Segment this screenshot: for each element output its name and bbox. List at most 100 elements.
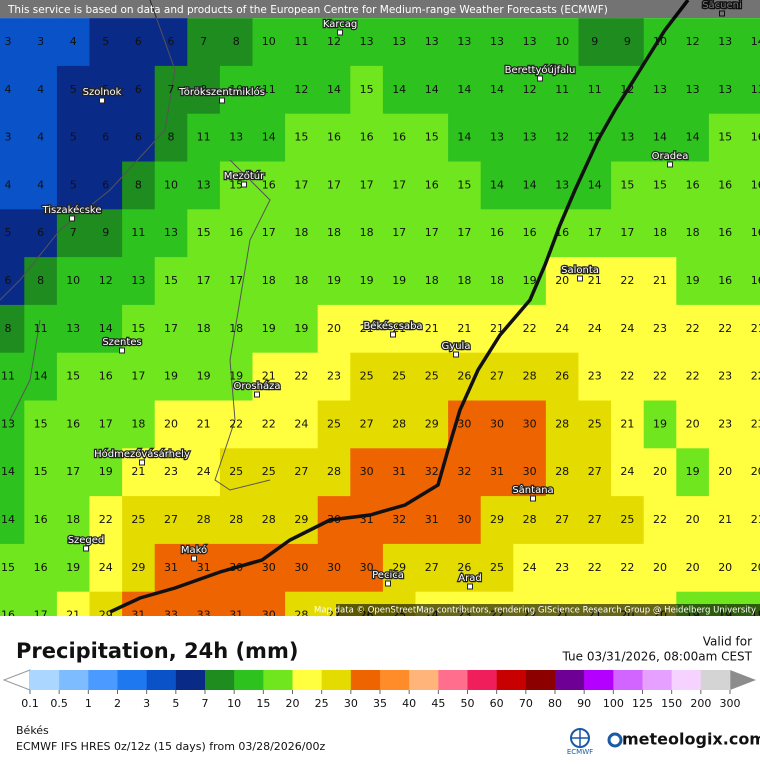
grid-value: 13 <box>229 131 243 144</box>
grid-value: 10 <box>66 274 80 287</box>
grid-value: 16 <box>523 226 537 239</box>
legend-label: 30 <box>344 697 358 710</box>
grid-value: 8 <box>135 178 142 191</box>
city-marker <box>454 352 459 357</box>
grid-value: 7 <box>200 35 207 48</box>
grid-value: 17 <box>457 226 471 239</box>
city-label: Szeged <box>68 535 105 546</box>
grid-value: 18 <box>197 322 211 335</box>
grid-value: 28 <box>392 417 406 430</box>
grid-value: 13 <box>457 35 471 48</box>
grid-value: 14 <box>262 131 276 144</box>
grid-value: 16 <box>718 226 732 239</box>
grid-value: 14 <box>588 178 602 191</box>
grid-value: 17 <box>66 465 80 478</box>
grid-value: 21 <box>66 609 80 622</box>
grid-value: 24 <box>197 465 211 478</box>
grid-value: 26 <box>457 561 471 574</box>
grid-value: 14 <box>457 83 471 96</box>
grid-value: 16 <box>718 274 732 287</box>
grid-value: 21 <box>620 417 634 430</box>
grid-value: 29 <box>425 417 439 430</box>
grid-value: 25 <box>392 370 406 383</box>
city-label: Berettyóújfalu <box>505 64 576 76</box>
grid-value: 31 <box>425 513 439 526</box>
grid-value: 27 <box>490 370 504 383</box>
legend-label: 25 <box>315 697 329 710</box>
grid-value: 18 <box>131 417 145 430</box>
grid-value: 19 <box>197 370 211 383</box>
grid-value: 4 <box>37 131 44 144</box>
city-marker <box>668 162 673 167</box>
grid-value: 14 <box>751 35 760 48</box>
grid-value: 20 <box>653 561 667 574</box>
city-marker <box>70 216 75 221</box>
grid-value: 8 <box>168 131 175 144</box>
grid-value: 27 <box>294 465 308 478</box>
grid-value: 4 <box>5 178 12 191</box>
grid-value: 15 <box>131 322 145 335</box>
grid-value: 6 <box>5 274 12 287</box>
grid-value: 25 <box>425 370 439 383</box>
grid-value: 21 <box>197 417 211 430</box>
grid-value: 14 <box>425 83 439 96</box>
grid-value: 12 <box>99 274 113 287</box>
grid-value: 30 <box>262 561 276 574</box>
grid-value: 28 <box>229 513 243 526</box>
grid-value: 13 <box>164 226 178 239</box>
legend-label: 7 <box>202 697 209 710</box>
grid-value: 13 <box>392 35 406 48</box>
grid-value: 19 <box>686 274 700 287</box>
grid-value: 13 <box>131 274 145 287</box>
legend-swatch <box>526 670 555 690</box>
city-marker <box>242 182 247 187</box>
city-marker <box>538 76 543 81</box>
grid-value: 20 <box>751 465 760 478</box>
city-label: Karcag <box>323 19 357 30</box>
notice: This service is based on data and produc… <box>7 4 608 16</box>
grid-value: 19 <box>686 465 700 478</box>
grid-value: 16 <box>751 274 760 287</box>
grid-value: 27 <box>425 561 439 574</box>
grid-value: 11 <box>555 83 569 96</box>
city-label: Salonta <box>561 265 599 276</box>
grid-value: 3 <box>5 35 12 48</box>
grid-value: 17 <box>425 226 439 239</box>
grid-value: 14 <box>1 513 15 526</box>
legend-swatch <box>409 670 438 690</box>
grid-value: 18 <box>360 226 374 239</box>
city-label: Törökszentmiklós <box>178 86 265 98</box>
legend-swatch <box>643 670 672 690</box>
legend-label: 150 <box>661 697 682 710</box>
grid-value: 23 <box>588 370 602 383</box>
grid-value: 18 <box>294 274 308 287</box>
grid-value: 22 <box>620 561 634 574</box>
grid-value: 16 <box>1 609 15 622</box>
grid-value: 16 <box>360 131 374 144</box>
grid-value: 12 <box>294 83 308 96</box>
grid-value: 4 <box>37 83 44 96</box>
legend-label: 10 <box>227 697 241 710</box>
grid-value: 30 <box>523 465 537 478</box>
grid-value: 10 <box>555 35 569 48</box>
grid-value: 13 <box>555 178 569 191</box>
grid-value: 11 <box>1 370 15 383</box>
grid-value: 24 <box>294 417 308 430</box>
grid-value: 30 <box>360 465 374 478</box>
grid-value: 21 <box>457 322 471 335</box>
grid-value: 17 <box>99 417 113 430</box>
grid-value: 12 <box>588 131 602 144</box>
legend-label: 15 <box>256 697 270 710</box>
grid-value: 25 <box>131 513 145 526</box>
grid-value: 20 <box>718 561 732 574</box>
legend-swatch <box>30 670 59 690</box>
grid-value: 11 <box>588 83 602 96</box>
grid-value: 14 <box>523 178 537 191</box>
grid-value: 19 <box>262 322 276 335</box>
grid-value: 17 <box>131 370 145 383</box>
grid-value: 18 <box>66 513 80 526</box>
grid-value: 15 <box>294 131 308 144</box>
grid-value: 5 <box>70 83 77 96</box>
grid-value: 32 <box>457 465 471 478</box>
